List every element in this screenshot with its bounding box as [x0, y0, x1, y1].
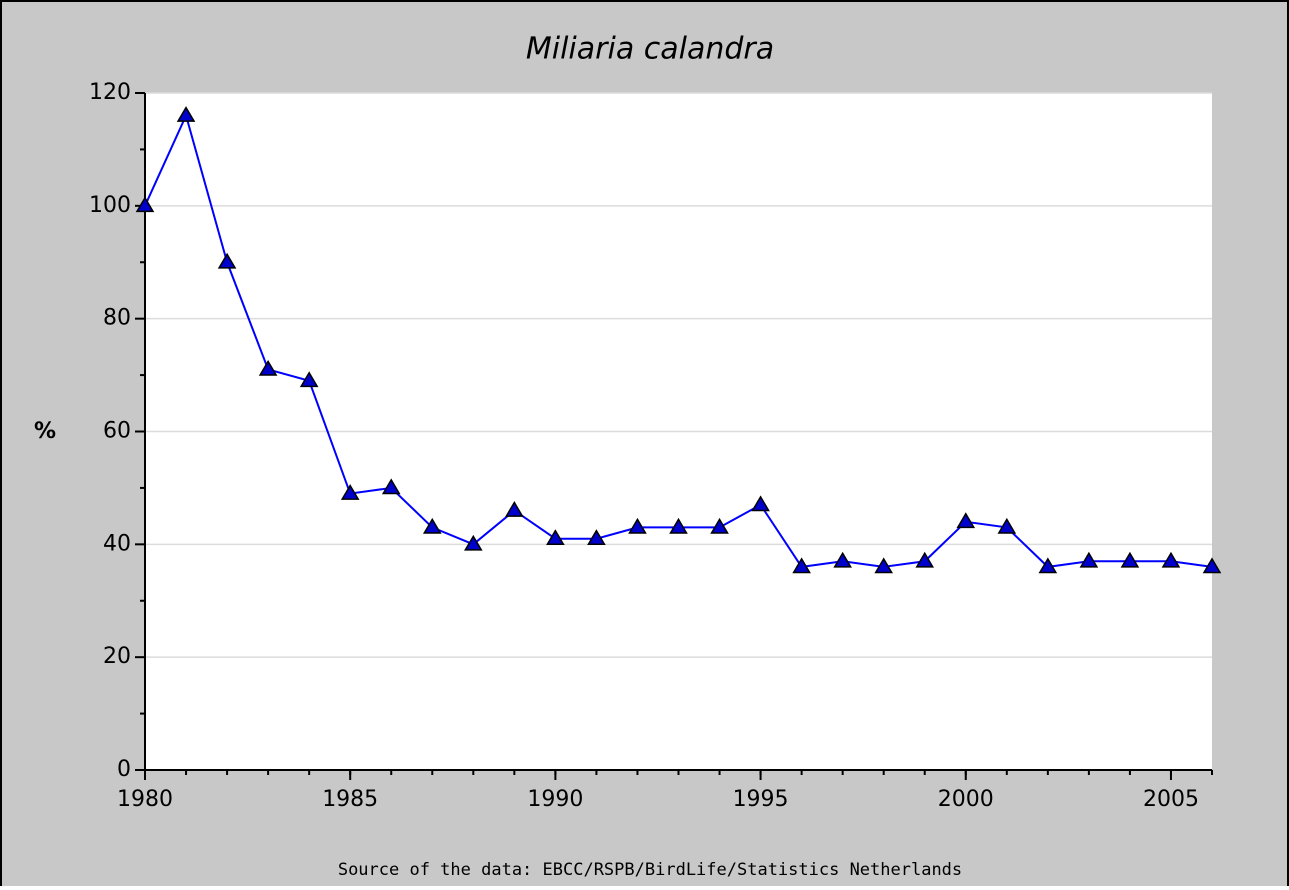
x-tick-label: 1990	[527, 787, 583, 812]
y-tick-label: 100	[89, 193, 131, 218]
data-point	[258, 359, 278, 376]
data-point	[997, 517, 1017, 534]
data-point	[628, 517, 647, 534]
data-point	[710, 517, 729, 534]
data-point	[669, 517, 688, 534]
data-point	[176, 106, 196, 122]
data-point	[1161, 551, 1181, 568]
data-point	[915, 551, 935, 568]
data-point	[792, 557, 811, 574]
y-tick-label: 80	[103, 306, 131, 331]
data-point	[1202, 557, 1222, 574]
data-point	[135, 196, 155, 213]
data-point	[340, 484, 360, 500]
y-axis-label: %	[34, 419, 56, 444]
data-point	[422, 517, 442, 534]
data-point	[1120, 551, 1140, 568]
x-tick-label: 1995	[733, 787, 789, 812]
data-point	[1038, 557, 1058, 574]
data-point	[751, 495, 770, 512]
y-tick-label: 40	[103, 531, 131, 556]
data-point	[217, 252, 237, 269]
data-point	[874, 557, 894, 574]
data-point	[587, 529, 606, 546]
data-point	[546, 529, 565, 546]
y-tick-label: 0	[117, 757, 131, 782]
data-point	[833, 551, 852, 568]
y-tick-label: 120	[89, 80, 131, 105]
data-point	[381, 478, 401, 495]
x-tick-label: 2000	[938, 787, 994, 812]
source-note: Source of the data: EBCC/RSPB/BirdLife/S…	[338, 860, 962, 880]
x-tick-label: 1980	[117, 787, 173, 812]
data-point	[463, 534, 483, 551]
chart-title: Miliaria calandra	[526, 32, 774, 67]
data-point	[1079, 551, 1099, 568]
y-tick-label: 60	[103, 419, 131, 444]
x-tick-label: 1985	[322, 787, 378, 812]
y-tick-label: 20	[103, 644, 131, 669]
data-point	[956, 512, 976, 529]
data-point	[299, 371, 319, 388]
x-tick-label: 2005	[1143, 787, 1199, 812]
data-point	[505, 501, 524, 517]
